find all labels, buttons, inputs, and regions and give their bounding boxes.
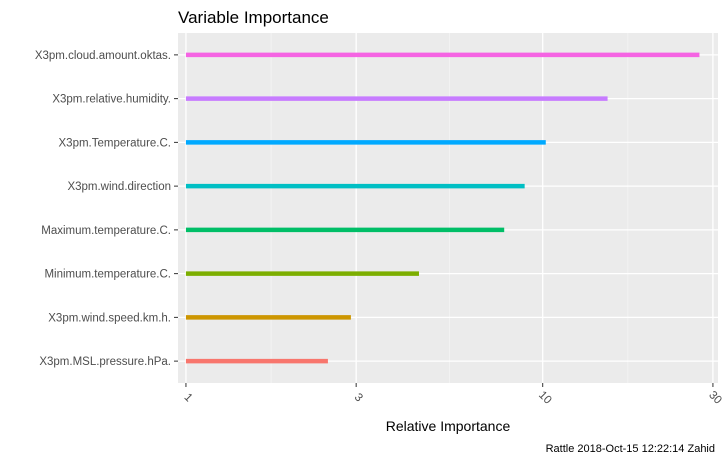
y-tick-label: X3pm.relative.humidity. xyxy=(52,94,171,106)
bars xyxy=(185,52,700,364)
plot-panel xyxy=(178,33,718,383)
y-tick-label: X3pm.Temperature.C. xyxy=(59,137,172,149)
y-axis: X3pm.cloud.amount.oktas. X3pm.relative.hu… xyxy=(35,50,178,368)
chart-title: Variable Importance xyxy=(178,8,329,27)
x-axis: 1 3 10 30 xyxy=(182,383,724,407)
y-tick-label: Minimum.temperature.C. xyxy=(44,269,171,281)
x-tick-label: 3 xyxy=(352,391,365,404)
y-tick-label: X3pm.MSL.pressure.hPa. xyxy=(39,356,171,368)
y-tick-label: X3pm.wind.direction xyxy=(67,181,171,193)
x-tick-label: 1 xyxy=(182,391,195,404)
y-tick-label: Maximum.temperature.C. xyxy=(41,225,171,237)
y-tick-label: X3pm.cloud.amount.oktas. xyxy=(35,50,171,62)
y-tick-label: X3pm.wind.speed.km.h. xyxy=(48,312,171,324)
caption: Rattle 2018-Oct-15 12:22:14 Zahid xyxy=(546,443,715,455)
x-axis-label: Relative Importance xyxy=(386,418,511,434)
x-tick-label: 10 xyxy=(536,389,554,407)
x-tick-label: 30 xyxy=(706,389,724,407)
